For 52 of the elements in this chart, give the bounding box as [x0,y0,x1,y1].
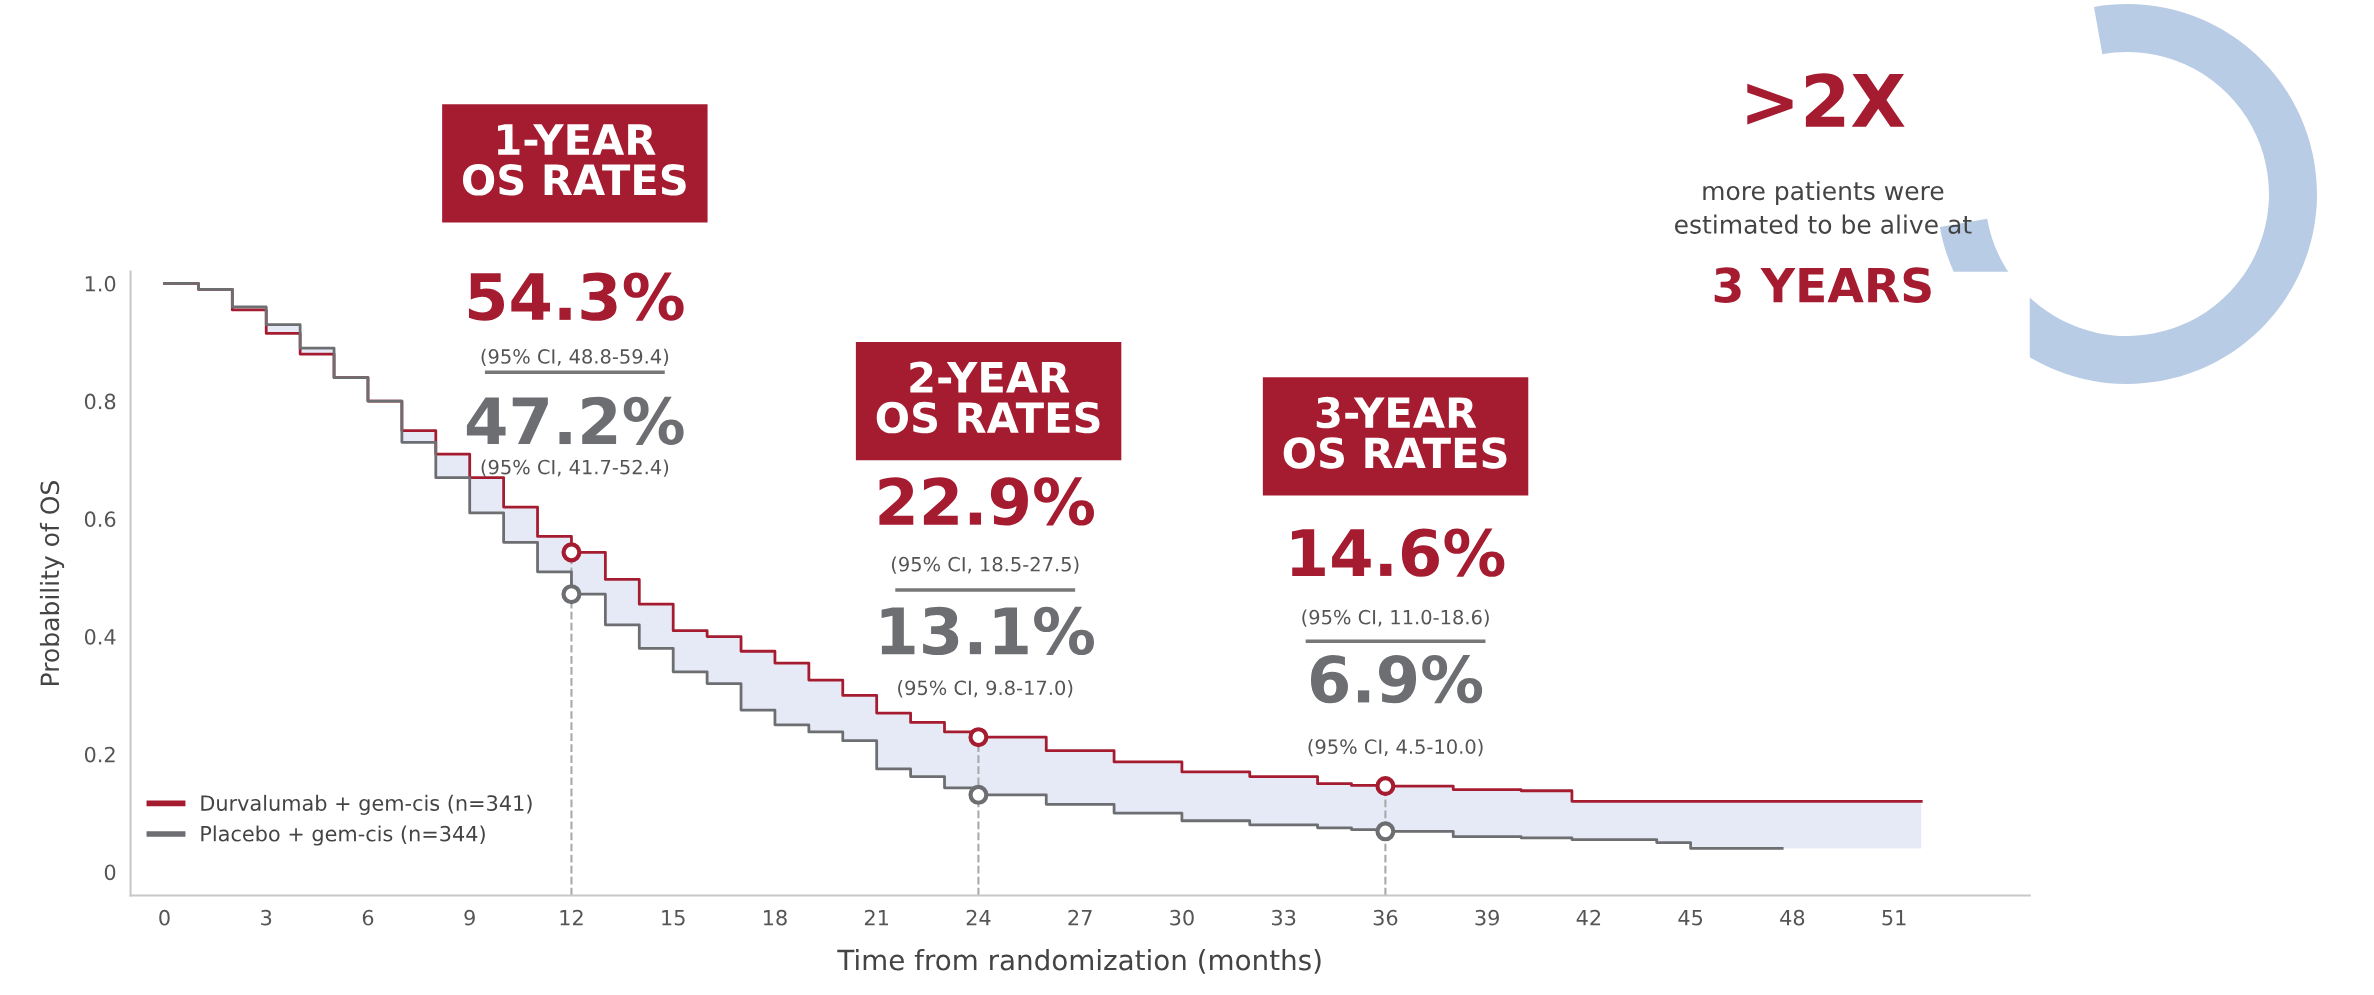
y-tick-label: 0.8 [84,393,116,410]
annotation: (95% CI, 4.5-10.0) [1308,738,1483,757]
annotation: 14.6% [1291,528,1505,577]
x-tick-label: 39 [1475,909,1499,926]
text: >2X [1747,73,1905,127]
annotation: (95% CI, 18.5-27.5) [891,556,1079,574]
legend-label: Placebo + gem-cis (n=344) [201,825,485,846]
annotation: 6.9% [1310,655,1483,704]
y-tick-label: 0 [104,864,116,881]
y-tick-label: 1.0 [85,275,116,292]
annotation: 3-YEAR OS RATES [1283,396,1507,469]
y-axis-title: Probability of OS [39,481,65,685]
x-tick-label: 9 [464,909,475,926]
annotation: 22.9% [879,477,1094,526]
x-tick-label: 42 [1576,909,1601,926]
annotation: (95% CI, 11.0-18.6) [1302,609,1489,627]
x-tick-label: 3 [261,909,272,926]
annotation: 13.1% [881,606,1094,656]
point [1375,821,1396,842]
x-tick-label: 21 [864,909,889,926]
point [968,784,989,805]
x-tick-label: 27 [1068,909,1092,926]
annotation: (95% CI, 48.8-59.4) [481,348,669,367]
x-tick-label: 48 [1780,909,1805,926]
x-tick-label: 45 [1678,910,1703,926]
annotation: 2-YEAR OS RATES [876,361,1100,434]
annotation: 54.3% [468,272,684,321]
x-tick-label: 12 [560,909,583,926]
y-tick-label: 0.4 [84,628,116,645]
point [561,542,582,563]
point [561,584,582,605]
legend-label: Durvalumab + gem-cis (n=341) [201,794,532,815]
y-tick-label: 0.2 [84,746,115,763]
text: more patients were estimated to be alive at [1675,180,1972,234]
text: 1-YEAR OS RATES [462,124,686,196]
x-tick-label: 18 [763,909,787,926]
x-tick-label: 6 [362,909,374,926]
x-tick-label: 24 [966,909,991,926]
annotation: 47.2% [466,396,684,445]
annotation: (95% CI, 9.8-17.0) [898,680,1073,698]
annotation: 3 YEARS [1714,267,1931,303]
y-tick-label: 0.6 [84,511,116,528]
point [1375,776,1396,797]
x-tick-label: 51 [1882,910,1906,926]
x-tick-label: 0 [159,909,170,926]
x-tick-label: 33 [1271,909,1296,926]
x-tick-label: 30 [1170,909,1194,926]
x-axis-title: Time from randomization (months) [837,949,1321,974]
annotation: (95% CI, 41.7-52.4) [481,459,669,477]
x-tick-label: 15 [662,910,685,926]
x-tick-label: 36 [1373,909,1398,926]
point [968,727,989,748]
